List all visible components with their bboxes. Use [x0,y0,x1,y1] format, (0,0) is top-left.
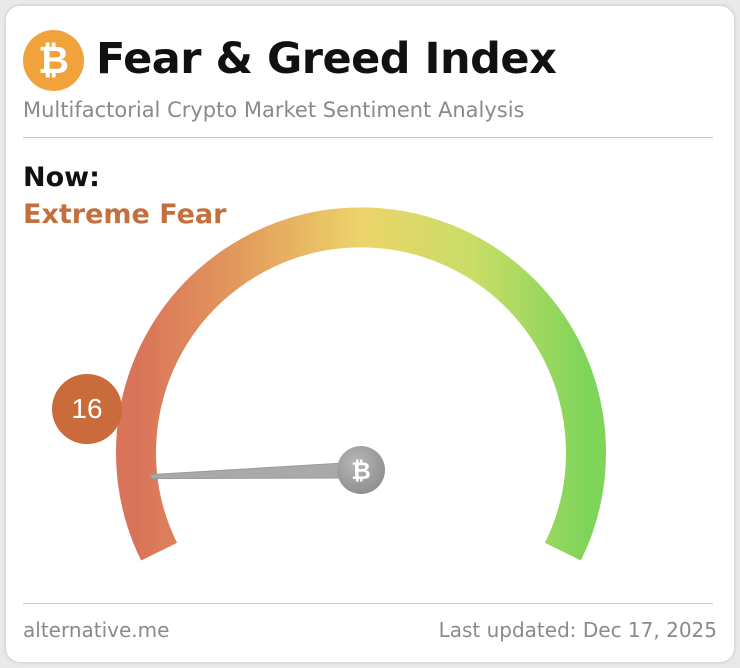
bitcoin-hub-icon: ₿ [351,457,371,485]
last-updated: Last updated: Dec 17, 2025 [438,618,717,642]
now-label: Now: [23,162,100,193]
bitcoin-icon: ₿ [23,30,84,91]
header-divider [23,137,713,138]
sentiment-gauge: ₿ [116,207,606,561]
gauge-needle [150,461,362,480]
page-title: Fear & Greed Index [96,34,557,84]
gauge-arc [116,207,606,561]
page-subtitle: Multifactorial Crypto Market Sentiment A… [23,98,525,122]
footer-divider [23,603,713,604]
source-link[interactable]: alternative.me [23,618,170,642]
index-value-badge: 16 [52,374,122,444]
gauge-hub [337,446,385,494]
sentiment-classification: Extreme Fear [23,199,227,230]
fear-greed-widget: ₿ Fear & Greed Index Multifactorial Cryp… [6,6,734,662]
